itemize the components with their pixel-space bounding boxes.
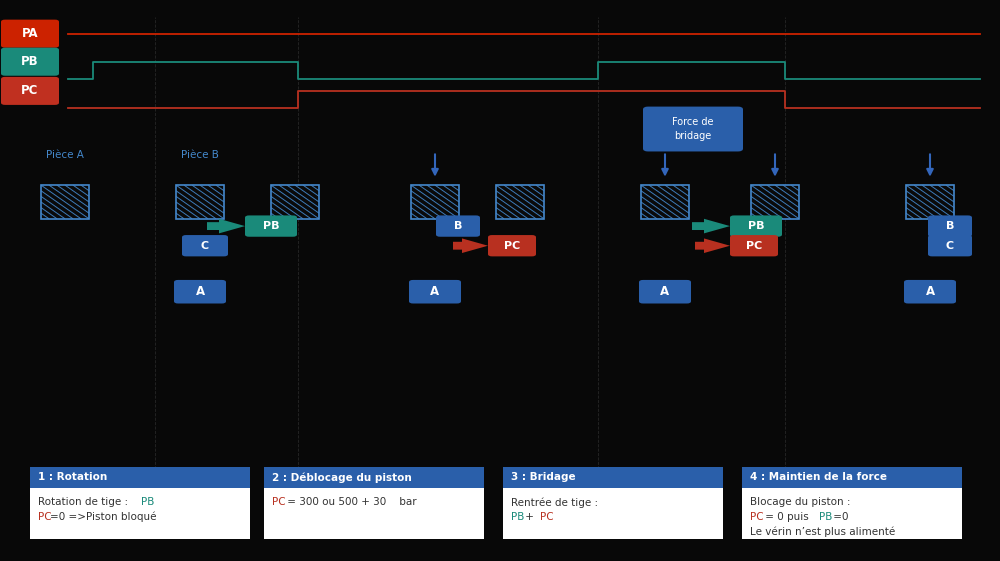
Text: Blocage du piston :: Blocage du piston : xyxy=(750,497,850,507)
Text: Pièce A: Pièce A xyxy=(46,150,84,160)
FancyBboxPatch shape xyxy=(904,280,956,304)
Text: PB: PB xyxy=(142,497,155,507)
FancyBboxPatch shape xyxy=(742,488,962,539)
FancyBboxPatch shape xyxy=(641,185,689,219)
Polygon shape xyxy=(207,219,245,233)
Text: 2 : Déblocage du piston: 2 : Déblocage du piston xyxy=(272,472,412,482)
FancyBboxPatch shape xyxy=(176,185,224,219)
FancyBboxPatch shape xyxy=(30,467,250,488)
FancyBboxPatch shape xyxy=(41,185,89,219)
FancyBboxPatch shape xyxy=(742,467,962,488)
FancyBboxPatch shape xyxy=(496,185,544,219)
Text: B: B xyxy=(454,221,462,231)
FancyBboxPatch shape xyxy=(730,235,778,256)
Text: =0: =0 xyxy=(830,512,849,522)
Text: 1 : Rotation: 1 : Rotation xyxy=(38,472,107,482)
Text: A: A xyxy=(925,285,935,298)
FancyBboxPatch shape xyxy=(271,185,319,219)
FancyBboxPatch shape xyxy=(245,215,297,237)
Text: B: B xyxy=(946,221,954,231)
Text: C: C xyxy=(946,241,954,251)
FancyBboxPatch shape xyxy=(503,467,723,488)
Text: Force de
bridage: Force de bridage xyxy=(672,117,714,141)
Text: +: + xyxy=(522,512,538,522)
Text: =0 =>Piston bloqué: =0 =>Piston bloqué xyxy=(50,512,156,522)
FancyBboxPatch shape xyxy=(1,48,59,76)
FancyBboxPatch shape xyxy=(1,77,59,105)
Text: PC: PC xyxy=(272,497,286,507)
Text: Pièce B: Pièce B xyxy=(181,150,219,160)
Text: A: A xyxy=(660,285,670,298)
FancyBboxPatch shape xyxy=(182,235,228,256)
FancyBboxPatch shape xyxy=(30,488,250,539)
Polygon shape xyxy=(695,238,730,253)
Text: PC: PC xyxy=(540,512,553,522)
Text: A: A xyxy=(195,285,205,298)
FancyBboxPatch shape xyxy=(411,185,459,219)
Polygon shape xyxy=(453,238,488,253)
Text: PC: PC xyxy=(21,84,39,98)
Text: PB: PB xyxy=(263,221,279,231)
Text: = 300 ou 500 + 30    bar: = 300 ou 500 + 30 bar xyxy=(284,497,416,507)
FancyBboxPatch shape xyxy=(409,280,461,304)
FancyBboxPatch shape xyxy=(928,235,972,256)
Text: = 0 puis: = 0 puis xyxy=(762,512,812,522)
Text: PB: PB xyxy=(21,55,39,68)
FancyBboxPatch shape xyxy=(906,185,954,219)
Text: PB: PB xyxy=(748,221,764,231)
FancyBboxPatch shape xyxy=(928,215,972,237)
Text: C: C xyxy=(201,241,209,251)
FancyBboxPatch shape xyxy=(488,235,536,256)
FancyBboxPatch shape xyxy=(264,488,484,539)
Text: A: A xyxy=(430,285,440,298)
Text: PB: PB xyxy=(511,512,524,522)
Text: PB: PB xyxy=(819,512,832,522)
FancyBboxPatch shape xyxy=(264,467,484,488)
Text: 4 : Maintien de la force: 4 : Maintien de la force xyxy=(750,472,887,482)
FancyBboxPatch shape xyxy=(436,215,480,237)
Text: PC: PC xyxy=(504,241,520,251)
FancyBboxPatch shape xyxy=(1,20,59,48)
Text: PC: PC xyxy=(38,512,52,522)
FancyBboxPatch shape xyxy=(730,215,782,237)
Text: PC: PC xyxy=(746,241,762,251)
FancyBboxPatch shape xyxy=(639,280,691,304)
FancyBboxPatch shape xyxy=(503,488,723,539)
FancyBboxPatch shape xyxy=(643,107,743,151)
Text: Rotation de tige :: Rotation de tige : xyxy=(38,497,128,507)
Text: Rentrée de tige :: Rentrée de tige : xyxy=(511,497,598,508)
Text: PC: PC xyxy=(750,512,764,522)
FancyBboxPatch shape xyxy=(174,280,226,304)
FancyBboxPatch shape xyxy=(751,185,799,219)
Polygon shape xyxy=(692,219,730,233)
Text: Le vérin n’est plus alimenté: Le vérin n’est plus alimenté xyxy=(750,526,895,537)
Text: 3 : Bridage: 3 : Bridage xyxy=(511,472,576,482)
Text: PA: PA xyxy=(22,27,38,40)
